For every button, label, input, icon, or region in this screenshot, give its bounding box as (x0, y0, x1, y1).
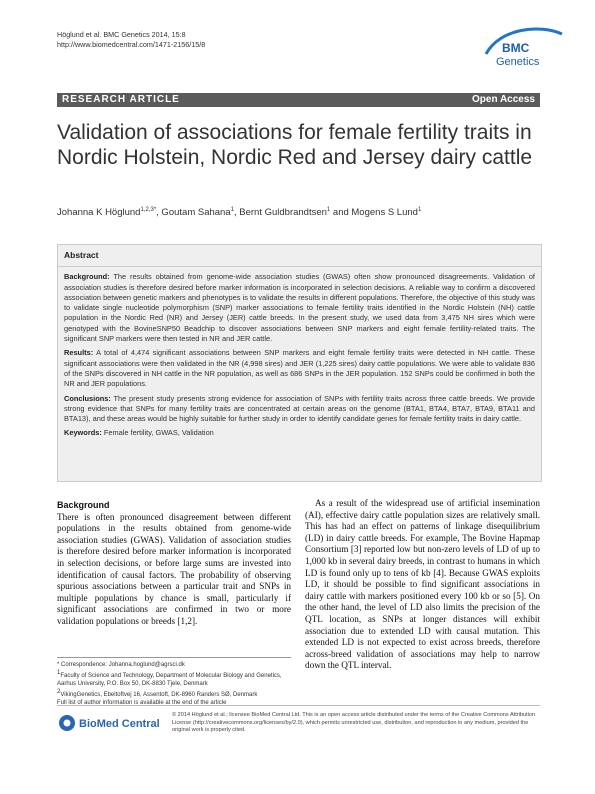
section-heading: Background (57, 500, 110, 510)
author: , Goutam Sahana (156, 207, 231, 219)
section-text: The present study presents strong eviden… (64, 393, 535, 424)
affil-mark: 1 (326, 207, 331, 213)
section-label: Conclusions: (64, 393, 111, 403)
correspondence: * Correspondence: Johanna.hoglund@agrsci… (57, 662, 185, 668)
publisher-logo: BioMed Central (59, 715, 160, 731)
author: Johanna K Höglund (57, 207, 141, 219)
keywords-label: Keywords: (64, 428, 102, 438)
banner: RESEARCH ARTICLE Open Access (57, 93, 540, 107)
license: © 2014 Höglund et al.; licensee BioMed C… (172, 712, 536, 734)
affil-mark: 1 (417, 207, 422, 213)
section-text: A total of 4,474 significant association… (64, 348, 535, 389)
section-label: Results: (64, 348, 94, 358)
abstract-heading: Abstract (64, 250, 99, 260)
more-info: Full list of author information is avail… (57, 700, 227, 706)
title: Validation of associations for female fe… (57, 121, 533, 169)
logo-swoosh (484, 27, 563, 55)
logo-icon-inner (63, 719, 71, 727)
citation: Höglund et al. BMC Genetics 2014, 15:8 (57, 30, 186, 39)
url[interactable]: http://www.biomedcentral.com/1471-2156/1… (57, 40, 206, 49)
abstract: Abstract Background: The results obtaine… (57, 244, 542, 482)
section-text: The results obtained from genome-wide as… (64, 272, 535, 344)
paragraph: There is often pronounced disagreement b… (57, 511, 291, 626)
affil-text: Faculty of Science and Technology, Depar… (57, 673, 282, 687)
affil-mark: 2 (57, 689, 61, 695)
logo-line1: BMC (502, 41, 530, 55)
footer: BioMed Central © 2014 Höglund et al.; li… (57, 705, 540, 738)
section-label: Background: (64, 272, 110, 282)
authors: Johanna K Höglund1,2,3*, Goutam Sahana1,… (57, 207, 421, 218)
journal-logo: BMC Genetics (484, 27, 563, 68)
abstract-section: Results: A total of 4,474 significant as… (64, 348, 535, 389)
affil-mark: 1 (230, 207, 234, 213)
paragraph: As a result of the widespread use of art… (305, 498, 540, 671)
article-type: RESEARCH ARTICLE (62, 94, 180, 105)
affiliation: 1Faculty of Science and Technology, Depa… (57, 669, 291, 688)
abstract-section: Background: The results obtained from ge… (64, 272, 535, 344)
affil-mark: 1,2,3* (140, 207, 157, 213)
affil-text: VikingGenetics, Ebeltoftvej 16, Assentof… (60, 692, 258, 698)
affil-mark: 1 (57, 670, 61, 676)
keywords: Keywords: Female fertility, GWAS, Valida… (64, 428, 535, 438)
left-column: Background There is often pronounced dis… (57, 500, 291, 628)
right-column: As a result of the widespread use of art… (305, 498, 540, 672)
open-access: Open Access (472, 94, 535, 105)
author: , Bernt Guldbrandtsen (233, 207, 327, 219)
affiliation: 2VikingGenetics, Ebeltoftvej 16, Assento… (57, 688, 291, 699)
publisher-name: BioMed Central (79, 718, 160, 730)
logo-line2: Genetics (496, 56, 540, 68)
author: and Mogens S Lund (330, 207, 418, 219)
abstract-section: Conclusions: The present study presents … (64, 394, 535, 425)
keywords-text: Female fertility, GWAS, Validation (103, 428, 214, 438)
header: Höglund et al. BMC Genetics 2014, 15:8 h… (57, 30, 205, 50)
footnotes: * Correspondence: Johanna.hoglund@agrsci… (57, 657, 291, 707)
